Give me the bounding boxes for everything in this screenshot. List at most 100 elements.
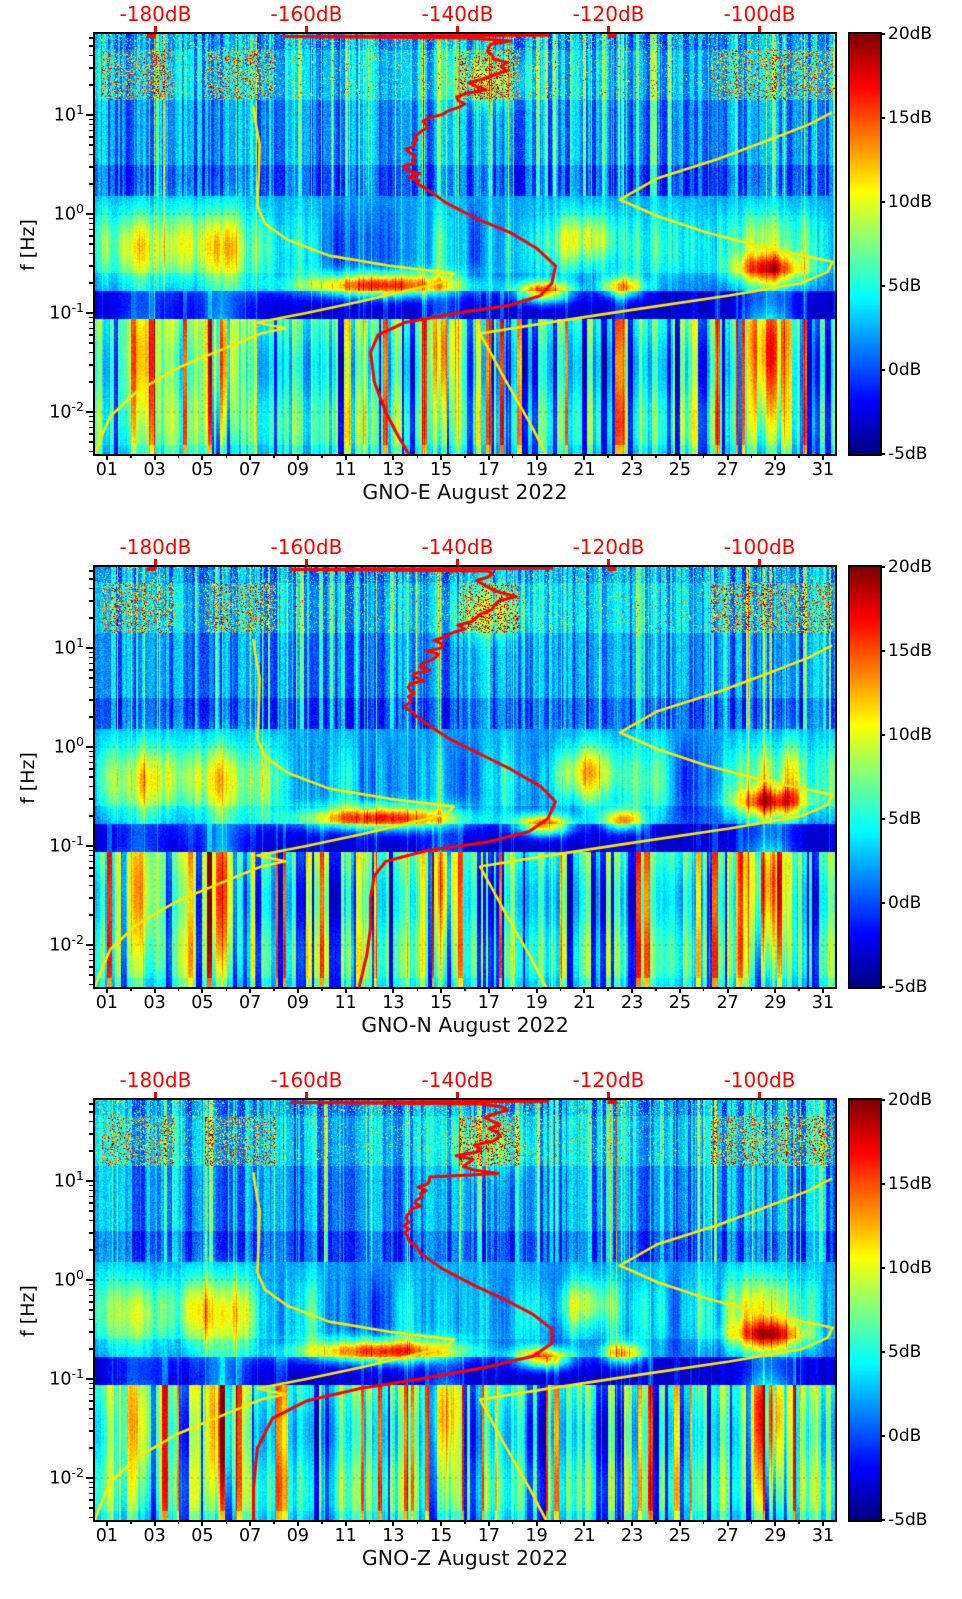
top-axis-tick-label: -160dB — [270, 1068, 343, 1092]
y-axis-minor-tick — [89, 966, 93, 968]
y-axis-minor-tick — [89, 327, 93, 330]
x-axis-minor-tick — [321, 987, 323, 991]
x-axis-tick — [153, 454, 156, 460]
x-axis-tick-label: 17 — [477, 460, 500, 480]
colorbar-tick — [880, 117, 885, 119]
y-axis-minor-tick — [89, 587, 93, 590]
top-axis-tick — [607, 1092, 610, 1098]
y-axis-tick — [86, 845, 93, 847]
colorbar-tick — [880, 1435, 885, 1437]
y-tick-exponent: -2 — [71, 931, 84, 947]
x-axis-tick — [392, 1520, 395, 1526]
colorbar-tick-label: 20dB — [888, 1090, 933, 1110]
y-axis-tick-label: 100 — [34, 1267, 84, 1291]
y-axis-minor-tick — [89, 54, 93, 57]
y-axis-minor-tick — [89, 243, 93, 245]
x-axis-minor-tick — [368, 1520, 371, 1524]
y-axis-minor-tick — [89, 974, 93, 976]
x-axis-tick-label: 13 — [382, 993, 405, 1013]
x-axis-tick — [678, 454, 681, 460]
y-axis-tick — [86, 1180, 93, 1182]
colorbar-tick — [880, 1519, 885, 1521]
x-axis-tick-label: 23 — [620, 460, 644, 480]
x-axis-tick-label: 17 — [477, 993, 500, 1013]
x-axis-tick-label: 01 — [95, 460, 119, 480]
colorbar-gno-e — [848, 32, 882, 456]
x-axis-minor-tick — [130, 987, 132, 991]
y-axis-minor-tick — [89, 222, 93, 225]
x-axis-minor-tick — [511, 454, 514, 458]
x-axis-tick-label: 17 — [477, 1526, 500, 1546]
x-axis-tick-label: 27 — [716, 993, 739, 1013]
x-axis-minor-tick — [416, 1520, 418, 1524]
x-axis-tick — [631, 987, 634, 993]
x-axis-minor-tick — [511, 987, 514, 991]
x-axis-minor-tick — [750, 987, 753, 991]
y-axis-minor-tick — [89, 1111, 93, 1113]
x-axis-tick-label: 25 — [668, 1526, 691, 1546]
spectrogram-plot-gno-n — [93, 565, 837, 989]
y-axis-minor-tick — [89, 875, 93, 877]
x-axis-tick — [487, 454, 490, 460]
y-axis-tick-label: 101 — [34, 1168, 84, 1192]
x-axis-tick-label: 31 — [811, 993, 835, 1013]
y-tick-base: 10 — [49, 1369, 72, 1390]
y-axis-minor-tick — [89, 84, 93, 86]
spectrogram-plot-gno-z — [93, 1098, 837, 1522]
x-axis-tick — [296, 454, 299, 460]
y-axis-minor-tick — [89, 815, 93, 817]
x-axis-tick-label: 19 — [525, 1526, 548, 1546]
y-axis-minor-tick — [89, 136, 93, 138]
y-axis-minor-tick — [89, 662, 93, 665]
x-axis-tick-label: 05 — [191, 993, 214, 1013]
y-axis-tick-label: 101 — [34, 635, 84, 659]
y-axis-minor-tick — [89, 1150, 93, 1152]
y-axis-minor-tick — [89, 265, 93, 267]
y-axis-minor-tick — [89, 776, 93, 778]
y-axis-minor-tick — [89, 450, 93, 453]
top-axis-tick — [758, 26, 761, 32]
top-axis-tick-label: -120dB — [572, 2, 645, 26]
y-axis-tick — [86, 312, 93, 314]
x-axis-minor-tick — [225, 987, 228, 991]
colorbar-gno-z — [848, 1098, 882, 1522]
x-axis-tick — [440, 1520, 443, 1526]
y-tick-base: 10 — [53, 638, 77, 659]
colorbar-tick — [880, 902, 885, 904]
top-axis-tick — [305, 559, 308, 565]
x-axis-tick-label: 01 — [95, 1526, 119, 1546]
x-axis-tick-label: 13 — [382, 460, 405, 480]
top-axis-tick-label: -120dB — [572, 535, 645, 559]
x-axis-minor-tick — [511, 1520, 514, 1524]
colorbar-tick-label: 20dB — [888, 557, 933, 577]
colorbar-tick-label: 15dB — [888, 108, 933, 128]
x-axis-tick-label: 09 — [286, 1526, 310, 1546]
y-axis-minor-tick — [89, 798, 93, 800]
x-axis-tick-label: 31 — [811, 460, 835, 480]
x-axis-tick-label: 01 — [95, 993, 119, 1013]
x-axis-tick — [583, 987, 586, 993]
colorbar-tick — [880, 566, 885, 568]
x-axis-tick-label: 31 — [811, 1526, 835, 1546]
x-axis-minor-tick — [655, 987, 657, 991]
y-axis-minor-tick — [89, 1283, 93, 1286]
x-axis-tick — [726, 1520, 729, 1526]
x-axis-minor-tick — [225, 1520, 228, 1524]
colorbar-tick — [880, 1351, 885, 1353]
x-axis-tick-label: 25 — [668, 993, 691, 1013]
top-axis-tick — [607, 559, 610, 565]
top-axis-tick — [154, 26, 157, 32]
x-axis-minor-tick — [750, 454, 753, 458]
x-axis-minor-tick — [416, 987, 418, 991]
top-axis-tick — [154, 559, 157, 565]
colorbar-tick — [880, 201, 885, 203]
y-axis-tick — [86, 647, 93, 649]
y-tick-base: 10 — [49, 836, 72, 857]
y-axis-minor-tick — [89, 217, 93, 220]
y-axis-minor-tick — [89, 1447, 93, 1449]
y-axis-minor-tick — [89, 45, 93, 47]
x-axis-tick — [153, 1520, 156, 1526]
y-axis-minor-tick — [89, 1202, 93, 1204]
x-axis-tick — [105, 1520, 108, 1526]
x-axis-tick — [440, 454, 443, 460]
